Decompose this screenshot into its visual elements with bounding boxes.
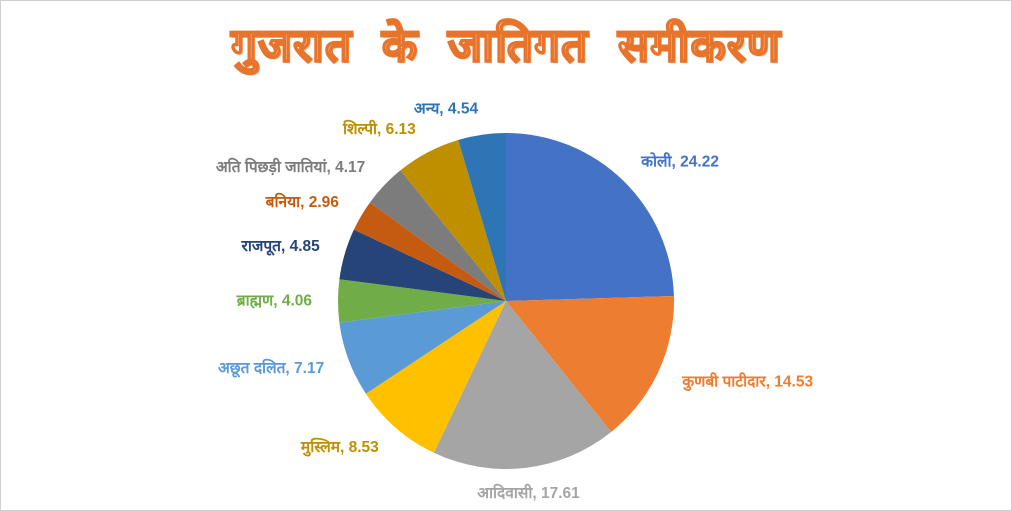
pie-slice[interactable] — [365, 301, 506, 453]
pie-slice[interactable] — [353, 202, 506, 301]
pie-slice[interactable] — [400, 139, 506, 301]
slice-label: राजपूत, 4.85 — [241, 238, 321, 256]
slice-label: अति पिछड़ी जातियां, 4.17 — [216, 157, 365, 176]
pie-slice[interactable] — [458, 133, 506, 301]
pie-slice[interactable] — [506, 295, 674, 432]
slice-label: शिल्पी, 6.13 — [342, 119, 416, 138]
slice-label: कुणबी पाटीदार, 14.53 — [681, 372, 813, 392]
pie-slice[interactable] — [338, 279, 506, 323]
pie-slice[interactable] — [506, 133, 674, 301]
pie-slice[interactable] — [339, 229, 506, 301]
chart-title: गुजरात के जातिगत समीकरण — [230, 18, 781, 72]
pie-slice[interactable] — [339, 301, 506, 394]
slice-label: कोली, 24.22 — [640, 151, 719, 170]
slice-label: मुस्लिम, 8.53 — [300, 437, 379, 457]
pie-slice[interactable] — [369, 170, 506, 301]
slice-label: बनिया, 2.96 — [265, 192, 340, 211]
slice-label: ब्राह्मण, 4.06 — [236, 292, 313, 309]
slice-label: अन्य, 4.54 — [414, 101, 479, 118]
slice-label: अछूत दलित, 7.17 — [218, 358, 324, 378]
pie-slice[interactable] — [433, 301, 612, 469]
slice-label: आदिवासी, 17.61 — [477, 483, 580, 502]
